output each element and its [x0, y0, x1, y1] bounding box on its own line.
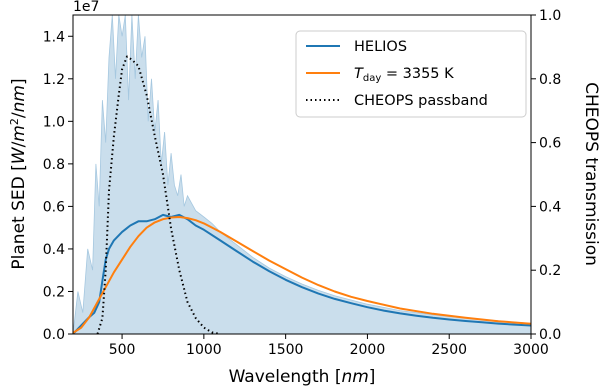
- series-lines-layer: [73, 55, 531, 334]
- legend-label-tday: Tday = 3355 K: [354, 66, 454, 84]
- plot-frame: [72, 14, 532, 335]
- left-y-tick-label: 0.4: [43, 242, 65, 258]
- right-y-axis-label: CHEOPS transmission: [581, 82, 600, 266]
- background-spectrum-layer: [73, 15, 531, 334]
- x-axis-label: Wavelength [nm]: [229, 367, 376, 387]
- cheops-passband-line: [96, 55, 221, 334]
- legend: HELIOS Tday = 3355 K CHEOPS passband: [295, 30, 527, 118]
- left-y-tick-label: 1.0: [43, 114, 65, 130]
- left-y-tick-label: 0.6: [43, 199, 65, 215]
- right-y-axis-ticks: 0.0 0.2 0.4 0.6 0.8 1.0: [531, 8, 561, 343]
- legend-box: [295, 30, 527, 118]
- x-tick-label: 500: [109, 342, 136, 358]
- left-y-tick-label: 0.2: [43, 284, 65, 300]
- left-y-tick-label: 0.0: [43, 327, 65, 343]
- right-y-tick-label: 0.6: [539, 136, 561, 152]
- right-y-tick-label: 0.4: [539, 199, 561, 215]
- background-spectrum-area: [73, 15, 531, 334]
- left-y-axis-ticks: 0.0 0.2 0.4 0.6 0.8 1.0 1.2 1.4: [43, 29, 73, 343]
- helios-line: [73, 213, 531, 334]
- left-y-tick-label: 1.4: [43, 29, 65, 45]
- right-y-tick-label: 0.2: [539, 263, 561, 279]
- left-y-axis-label: Planet SED [W/m2/nm]: [8, 78, 30, 269]
- x-tick-label: 3000: [513, 342, 549, 358]
- tday-blackbody-line: [73, 216, 531, 334]
- x-tick-label: 2000: [350, 342, 386, 358]
- left-y-tick-label: 0.8: [43, 157, 65, 173]
- x-tick-label: 1500: [268, 342, 304, 358]
- x-axis-ticks: 500 1000 1500 2000 2500 3000: [109, 334, 549, 358]
- right-y-tick-label: 1.0: [539, 8, 561, 24]
- x-tick-label: 1000: [186, 342, 222, 358]
- x-tick-label: 2500: [431, 342, 467, 358]
- left-y-tick-label: 1.2: [43, 72, 65, 88]
- offset-text: 1e7: [73, 0, 99, 15]
- right-y-tick-label: 0.0: [539, 327, 561, 343]
- legend-label-cheops: CHEOPS passband: [354, 93, 488, 109]
- right-y-tick-label: 0.8: [539, 72, 561, 88]
- legend-label-helios: HELIOS: [354, 39, 407, 55]
